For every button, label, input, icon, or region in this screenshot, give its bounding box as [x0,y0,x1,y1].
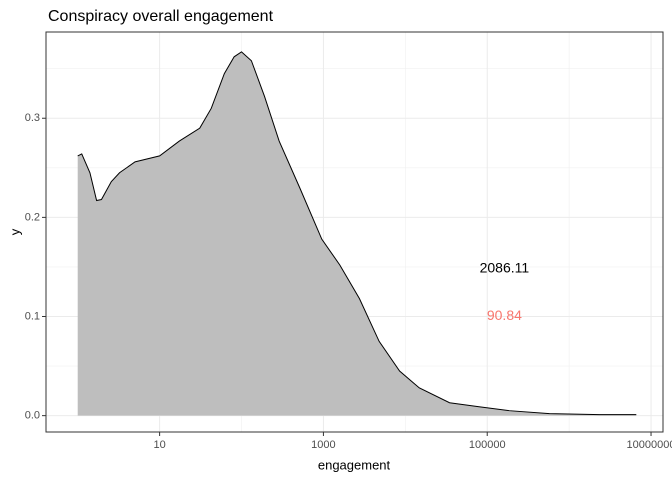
chart-title: Conspiracy overall engagement [48,8,274,25]
x-axis-title: engagement [318,457,391,472]
x-tick-label: 10 [153,439,165,451]
x-tick-label: 10000000 [627,439,672,451]
y-tick-label: 0.1 [25,310,40,322]
x-tick-label: 1000 [311,439,335,451]
y-tick-label: 0.3 [25,112,40,124]
density-line [77,51,637,416]
density-area [77,51,637,416]
annotation: 90.84 [487,307,522,323]
y-tick-label: 0.0 [25,410,40,422]
x-tick-label: 100000 [469,439,506,451]
panel-border [45,31,664,433]
annotation: 2086.11 [480,260,530,276]
y-axis-title: y [7,228,22,235]
y-tick-label: 0.2 [25,211,40,223]
